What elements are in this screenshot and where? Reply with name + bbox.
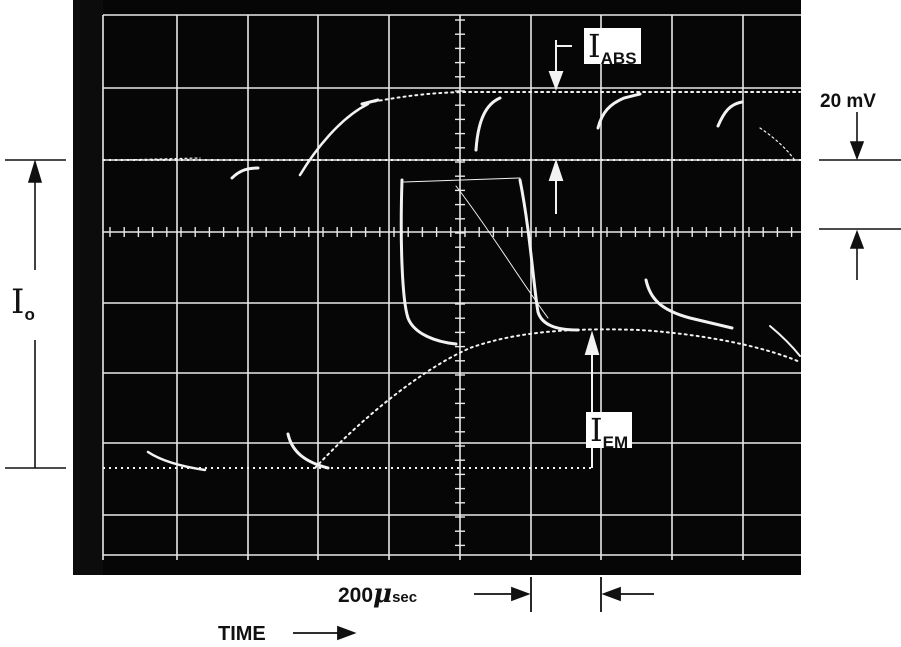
center-axis-ticks <box>109 19 793 547</box>
absorption-trace <box>119 91 801 180</box>
time-scale-value: 200 <box>338 584 374 607</box>
i-abs-interval-arrows <box>548 40 572 214</box>
screen-left-bezel <box>73 0 103 575</box>
time-scale-suffix: sec <box>392 589 418 606</box>
emission-trace <box>146 177 801 472</box>
i0-label: Io <box>8 282 38 324</box>
oscilloscope-screen <box>73 0 801 575</box>
dotted-reference-lines <box>103 159 801 469</box>
i-abs-symbol: I <box>588 27 601 65</box>
time-arrow <box>293 625 357 641</box>
time-scale-mu: μ <box>373 579 393 609</box>
i0-subscript: o <box>24 305 35 324</box>
time-scale-arrows <box>474 577 654 612</box>
i-abs-label: IABS <box>584 27 641 67</box>
time-scale-label: 200μsec <box>338 581 417 607</box>
i0-symbol: I <box>11 282 25 322</box>
i-em-subscript: EM <box>602 433 629 452</box>
i0-dimension-line <box>5 159 66 469</box>
scale-20mv-label: 20 mV <box>820 91 876 112</box>
i-abs-subscript: ABS <box>600 49 637 68</box>
time-label: TIME <box>218 623 266 645</box>
i-em-label: IEM <box>586 411 633 451</box>
scale-20mv-marks <box>819 112 901 280</box>
i-em-symbol: I <box>590 411 603 449</box>
i-em-arrow <box>584 330 600 468</box>
